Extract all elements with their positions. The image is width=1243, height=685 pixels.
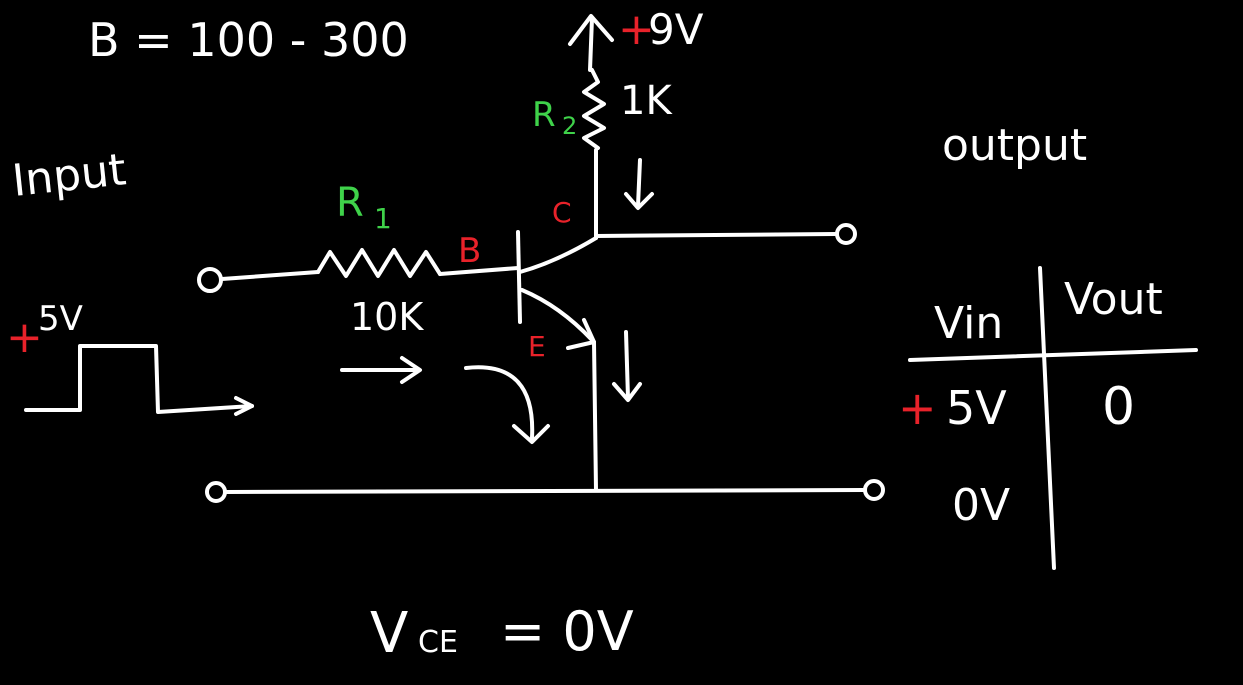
base-wire [438,266,520,276]
truth-table-header-vout: Vout [1064,274,1163,325]
base-label: B [458,231,481,271]
input-label: Input [10,144,129,207]
input-wire [220,270,320,281]
truth-table-row2-vin: 0V [952,480,1010,531]
vce-subscript: CE [418,625,458,660]
truth-table-header-vin: Vin [934,298,1003,349]
pulse-plus-sign: + [6,312,43,363]
ground-terminal-right [863,479,885,501]
output-terminal [835,223,857,245]
emitter-label: E [528,330,546,363]
r1-value: 10K [350,295,424,339]
emitter-current-arrow [612,330,642,402]
r1-label: R [336,180,364,226]
truth-table-row1-vout: 0 [1102,377,1135,437]
pulse-arrowhead [234,396,254,416]
supply-arrow [568,14,614,72]
truth-table-row1-vin: 5V [946,381,1007,435]
beta-equation: B = 100 - 300 [88,13,409,67]
r1-resistor [316,248,442,278]
truth-table-vertical-divider [1038,266,1056,570]
ground-terminal-left [205,481,227,503]
vce-symbol: V [370,601,408,666]
collector-current-arrow [624,158,654,210]
input-terminal [197,267,223,293]
pulse-voltage: 5V [38,299,83,339]
r2-label-subscript: 2 [562,112,577,140]
r2-resistor [582,68,606,150]
truth-table-horizontal-divider [908,348,1198,362]
output-wire [594,232,838,238]
truth-table-row1-plus-sign: + [898,381,937,435]
base-emitter-current-arrow [464,365,550,444]
output-label: output [942,120,1087,171]
input-pulse-waveform [24,344,254,414]
ground-wire [224,488,866,494]
base-current-arrow [340,356,422,384]
collector-label: C [552,196,572,229]
truth-table [908,266,1198,570]
r2-label: R [532,95,556,135]
supply-plus-sign: + [618,4,655,55]
supply-voltage: 9V [648,5,704,54]
vce-value: = 0V [500,600,634,663]
r1-label-subscript: 1 [374,202,392,235]
emitter-wire [592,340,598,492]
r2-value: 1K [620,78,673,124]
